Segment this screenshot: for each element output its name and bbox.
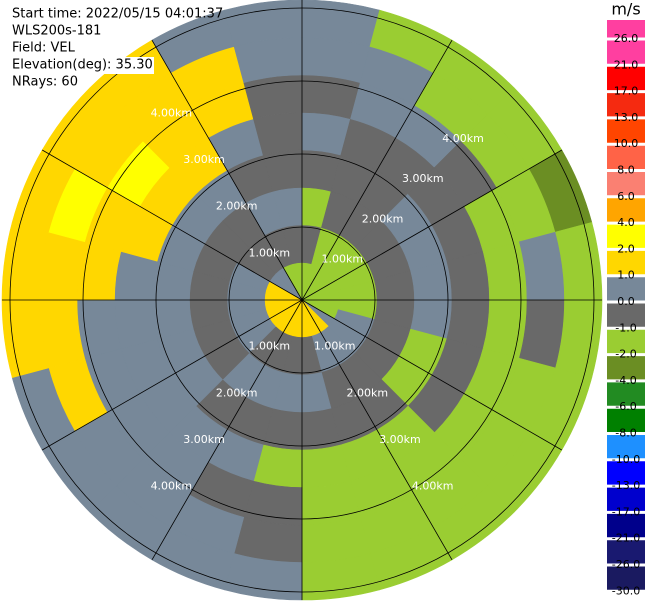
info-line: NRays: 60 <box>12 75 78 90</box>
ring-label: 1.00km <box>321 253 363 266</box>
colorbar-tick-label: -17.0 <box>612 505 640 518</box>
velocity-gate <box>76 299 122 359</box>
range-ring <box>9 7 595 593</box>
spoke <box>151 299 303 561</box>
ring-label: 4.00km <box>412 480 454 493</box>
colorbar-band <box>607 565 645 592</box>
velocity-gate <box>243 480 303 526</box>
range-ring <box>155 153 449 447</box>
spoke <box>41 149 303 301</box>
ring-label: 4.00km <box>151 480 193 493</box>
colorbar-label: m/s <box>611 0 640 19</box>
colorbar-band <box>607 512 645 540</box>
spoke <box>301 299 563 451</box>
colorbar-band <box>607 91 645 119</box>
colorbar-tick-label: 10.0 <box>614 137 639 150</box>
colorbar-band <box>607 65 645 93</box>
ring-label: 3.00km <box>379 433 421 446</box>
colorbar-band <box>607 459 645 487</box>
info-line: Elevation(deg): 35.30 <box>12 58 153 73</box>
ring-label: 1.00km <box>249 340 291 353</box>
info-line: Start time: 2022/05/15 04:01:37 <box>12 7 223 22</box>
colorbar-band <box>607 486 645 513</box>
colorbar-tick-label: 2.0 <box>617 242 635 255</box>
colorbar-tick-label: 0.0 <box>617 295 635 308</box>
spoke <box>41 299 303 451</box>
ring-label: 2.00km <box>347 386 389 399</box>
spoke <box>301 299 453 561</box>
ring-label: 2.00km <box>362 212 404 225</box>
colorbar-tick-label: 26.0 <box>614 32 639 45</box>
colorbar-tick-label: -6.0 <box>615 400 636 413</box>
colorbar-band <box>607 275 645 303</box>
colorbar-band <box>607 302 645 329</box>
colorbar-band <box>607 538 645 566</box>
velocity-gate <box>482 299 528 359</box>
ring-label: 1.00km <box>249 246 291 259</box>
colorbar-tick-label: -21.0 <box>612 532 640 545</box>
info-line: Field: VEL <box>12 41 76 56</box>
colorbar-band <box>607 433 645 461</box>
velocity-gate <box>301 74 361 120</box>
ring-label: 2.00km <box>216 386 258 399</box>
velocity-gate <box>243 74 303 120</box>
colorbar-tick-label: -26.0 <box>612 558 640 571</box>
colorbar-band <box>607 380 645 408</box>
colorbar-tick-label: 1.0 <box>617 269 635 282</box>
colorbar-tick-label: -30.0 <box>612 584 640 597</box>
colorbar-band <box>607 223 645 250</box>
colorbar-cap <box>607 20 645 39</box>
colorbar-band <box>607 117 645 145</box>
colorbar-tick-label: 13.0 <box>614 111 639 124</box>
colorbar-band <box>607 196 645 224</box>
range-ring <box>82 80 522 520</box>
spoke <box>301 149 563 301</box>
colorbar-tick-label: 8.0 <box>617 164 635 177</box>
colorbar-tick-label: 21.0 <box>614 58 639 71</box>
colorbar-band <box>607 249 645 277</box>
ring-label: 3.00km <box>183 433 225 446</box>
velocity-gate <box>301 480 361 526</box>
colorbar-band <box>607 407 645 434</box>
colorbar-tick-label: -4.0 <box>615 374 636 387</box>
colorbar-tick-label: -10.0 <box>612 453 640 466</box>
colorbar-tick-label: 6.0 <box>617 190 635 203</box>
colorbar-tick-label: -13.0 <box>612 479 640 492</box>
colorbar-tick-label: -2.0 <box>615 348 636 361</box>
velocity-gate <box>482 241 528 301</box>
ring-label: 2.00km <box>216 200 258 213</box>
ring-label: 4.00km <box>442 132 484 145</box>
colorbar-tick-label: -1.0 <box>615 321 636 334</box>
colorbar-tick-label: 4.0 <box>617 216 635 229</box>
spoke <box>151 39 303 301</box>
colorbar-band <box>607 354 645 382</box>
range-ring <box>228 226 376 374</box>
ring-label: 3.00km <box>402 172 444 185</box>
info-line: WLS200s-181 <box>12 24 101 39</box>
colorbar-tick-label: 17.0 <box>614 85 639 98</box>
colorbar-band <box>607 39 645 66</box>
ring-label: 4.00km <box>151 106 193 119</box>
info-box <box>10 57 154 74</box>
spoke <box>301 39 453 301</box>
velocity-gate <box>223 0 303 47</box>
colorbar-band <box>607 170 645 198</box>
colorbar-tick-label: -8.0 <box>615 427 636 440</box>
ring-label: 3.00km <box>183 153 225 166</box>
colorbar-band <box>607 328 645 356</box>
velocity-gate <box>76 241 122 301</box>
ring-label: 1.00km <box>314 340 356 353</box>
colorbar-band <box>607 144 645 171</box>
